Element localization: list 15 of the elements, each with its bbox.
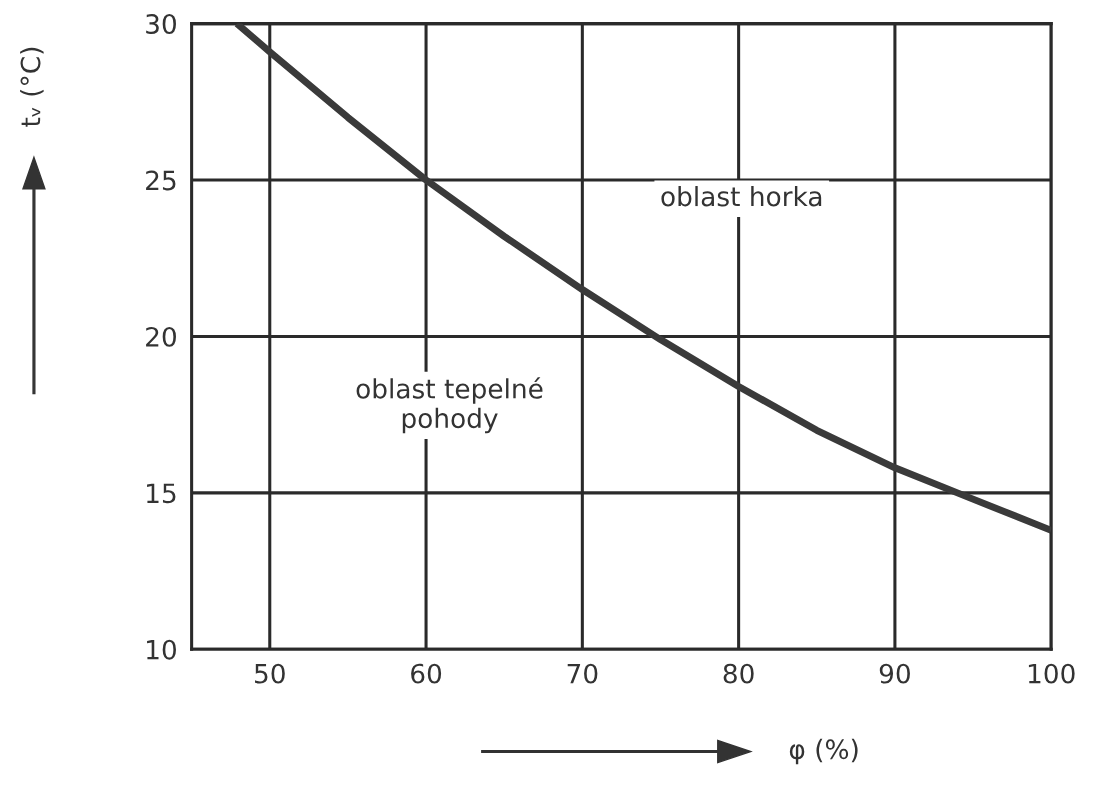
y-tick-label: 15: [147, 483, 176, 504]
y-tick-label: 30: [146, 14, 176, 35]
y-tick-label: 10: [147, 639, 176, 660]
x-tick-label: 90: [879, 663, 910, 684]
x-tick-label: 80: [723, 663, 754, 684]
x-tick-label: 50: [255, 663, 285, 684]
y-tick-label: 25: [146, 170, 176, 191]
x-tick-label: 60: [411, 663, 442, 684]
x-axis-title: φ (%): [789, 738, 858, 765]
x-tick-label: 70: [567, 663, 598, 684]
y-tick-label: 20: [146, 326, 176, 347]
annotation: oblast tepelné pohody: [356, 377, 543, 434]
x-tick-label: 100: [1028, 663, 1075, 684]
annotation: oblast horka: [661, 186, 822, 207]
y-axis-title: tᵥ (°C): [20, 47, 44, 127]
